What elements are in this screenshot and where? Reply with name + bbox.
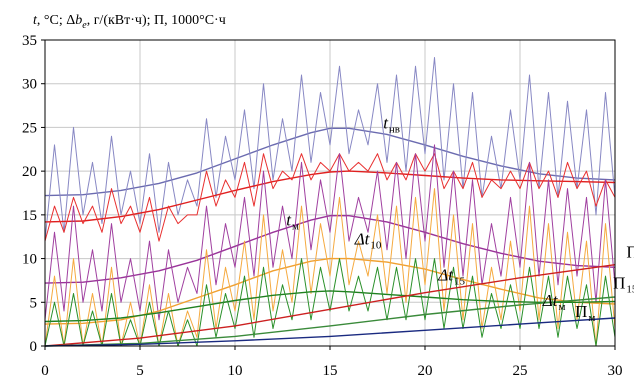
x-tick-label-0: 0: [41, 363, 49, 379]
y-title-e: e: [82, 20, 87, 31]
y-tick-label-35: 35: [22, 33, 37, 49]
y-tick-label-5: 5: [30, 295, 38, 311]
grid: [44, 39, 616, 347]
series-label-2: tм: [286, 210, 299, 232]
series-line-2: [44, 170, 616, 223]
series-label-4: Δt10: [354, 230, 382, 252]
series-line-11: [44, 296, 616, 347]
y-tick-label-25: 25: [22, 120, 37, 136]
series-label-11: П15: [613, 273, 634, 295]
series-line-5: [44, 144, 616, 321]
x-tick-label-5: 5: [136, 363, 144, 379]
y-title-b: b: [75, 13, 82, 28]
y-title-unit1: , °C; Δ: [37, 13, 75, 28]
y-tick-label-10: 10: [22, 252, 37, 268]
y-title-t: t: [33, 13, 38, 28]
series-label-12: Пм: [575, 302, 595, 324]
x-tick-label-15: 15: [323, 363, 338, 379]
series-label-8: Δtм: [542, 291, 566, 313]
y-tick-label-0: 0: [30, 339, 38, 355]
y-axis-title: t, °C; Δbe, г/(кВт·ч); П, 1000°С·ч: [33, 13, 226, 31]
axes: [41, 39, 616, 350]
series-label-6: Δt15: [437, 265, 465, 287]
y-tick-label-15: 15: [22, 208, 37, 224]
series-label-10: П10: [626, 243, 634, 265]
y-tick-label-30: 30: [22, 77, 37, 93]
x-tick-label-10: 10: [228, 363, 243, 379]
series-labels: tнв tм Δt10 Δt15 Δtм П10 П15 Пм: [286, 113, 634, 324]
tick-labels: 0 5 10 15 20 25 30 35 0 5 10 15 20 25 30: [22, 33, 623, 379]
x-tick-label-25: 25: [513, 363, 528, 379]
y-tick-label-20: 20: [22, 164, 37, 180]
series-line-12: [44, 317, 616, 347]
series-line-0: [44, 127, 616, 197]
series-line-10: [44, 264, 616, 347]
series-label-0: tнв: [383, 113, 400, 135]
x-tick-label-30: 30: [608, 363, 623, 379]
series-line-4: [44, 214, 616, 284]
y-title-unit2: , г/(кВт·ч); П, 1000°С·ч: [87, 13, 226, 28]
series-line-3: [44, 153, 616, 242]
x-tick-label-20: 20: [418, 363, 433, 379]
